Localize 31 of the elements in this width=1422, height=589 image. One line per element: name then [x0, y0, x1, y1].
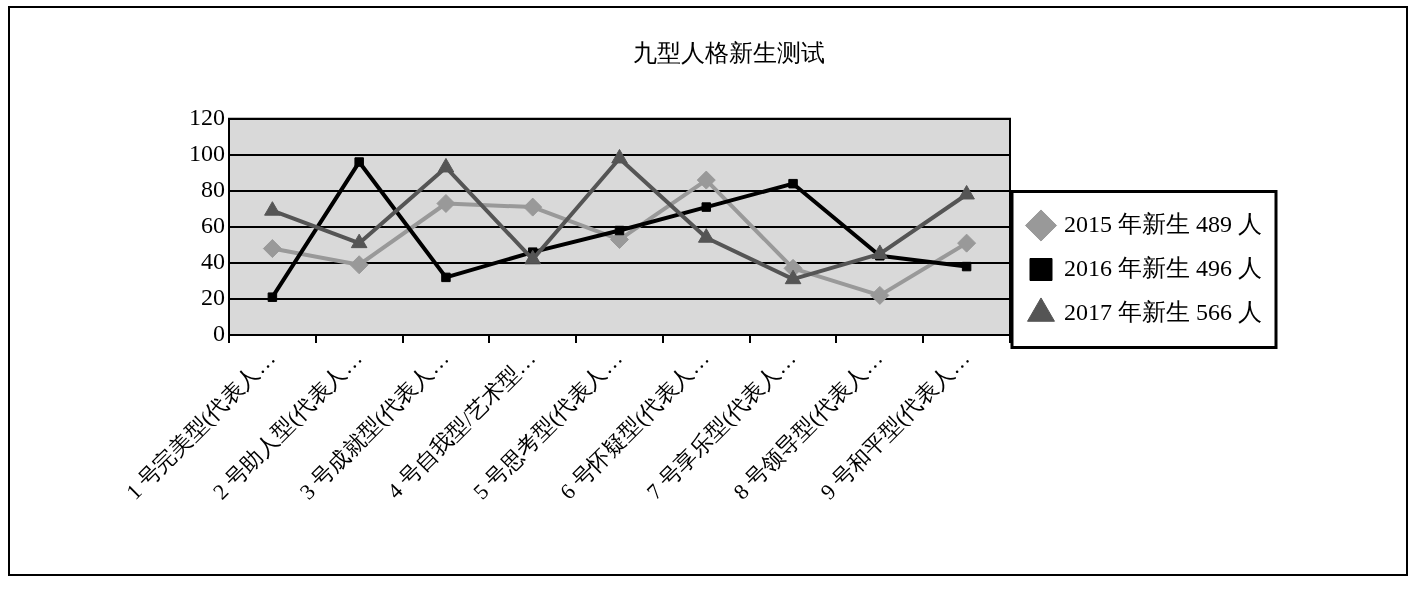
legend-label: 2015 年新生 489 人	[1064, 210, 1262, 237]
point	[264, 201, 281, 216]
point	[870, 285, 890, 305]
y-tick-label: 120	[189, 104, 225, 131]
point	[701, 202, 712, 212]
y-tick-label: 100	[189, 140, 225, 167]
point	[961, 261, 972, 272]
point	[262, 239, 282, 259]
legend-label: 2017 年新生 566 人	[1064, 298, 1262, 325]
point	[871, 244, 889, 259]
y-tick-label: 60	[201, 212, 225, 239]
chart-title: 九型人格新生测试	[632, 39, 825, 66]
point	[697, 228, 715, 243]
point	[267, 292, 278, 302]
point	[436, 193, 456, 213]
y-tick-label: 20	[201, 284, 225, 311]
y-tick-label: 40	[201, 248, 225, 275]
y-tick-label: 0	[213, 320, 225, 347]
point	[524, 249, 542, 265]
point	[614, 225, 625, 236]
point	[788, 178, 798, 189]
y-tick-label: 80	[201, 176, 225, 203]
point	[957, 233, 977, 253]
point	[784, 269, 802, 285]
point	[349, 255, 369, 275]
point	[350, 233, 368, 249]
point	[354, 157, 364, 167]
point	[441, 272, 451, 283]
legend-label: 2016 年新生 496 人	[1064, 254, 1262, 281]
point	[696, 170, 716, 190]
point	[523, 197, 543, 217]
